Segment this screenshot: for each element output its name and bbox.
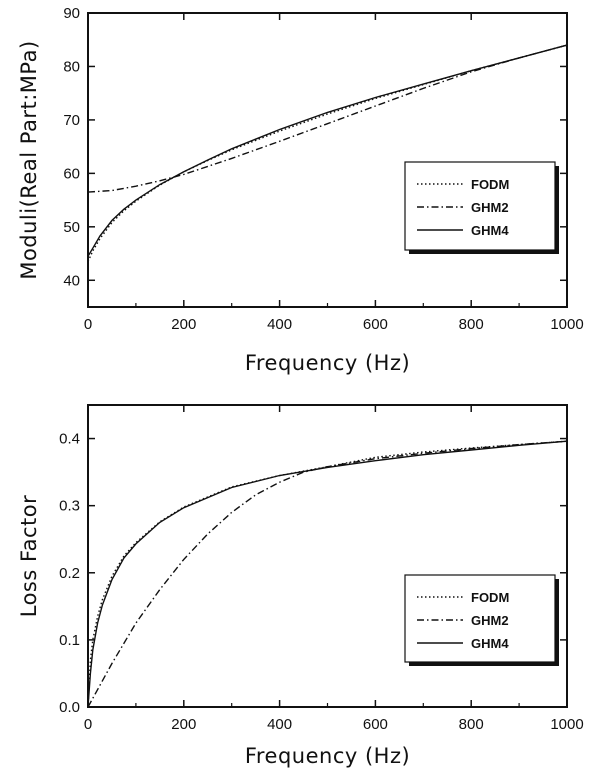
legend-label-ghm2: GHM2	[471, 200, 509, 215]
x-axis-title: Frequency (Hz)	[245, 744, 410, 768]
y-tick-label: 80	[63, 58, 80, 75]
series-group	[87, 44, 568, 262]
x-axis-title: Frequency (Hz)	[245, 351, 410, 375]
legend-label-ghm2: GHM2	[471, 613, 509, 628]
series-group	[87, 440, 568, 708]
y-axis-title: Moduli(Real Part:MPa)	[17, 40, 41, 279]
y-tick-label: 0.2	[59, 565, 80, 582]
plot-frame	[87, 12, 568, 308]
x-tick-label: 0	[84, 716, 92, 733]
y-tick-label: 0.3	[59, 498, 80, 515]
x-tick-label: 400	[267, 716, 292, 733]
legend-label-ghm4: GHM4	[471, 636, 509, 651]
series-line-ghm4	[87, 44, 568, 257]
y-tick-label: 40	[63, 272, 80, 289]
x-tick-label: 600	[363, 316, 388, 333]
legend: FODM GHM2 GHM4	[404, 574, 559, 666]
y-tick-label: 0.4	[59, 431, 80, 448]
modulus-chart: 0 200 400 600 800 1000 40 50 60 70 80 90 Frequency…	[17, 5, 584, 375]
series-line-ghm2	[87, 44, 568, 193]
y-tick-label: 50	[63, 219, 80, 236]
y-tick-label: 70	[63, 112, 80, 129]
x-tick-label: 400	[267, 316, 292, 333]
y-tick-label: 0.1	[59, 632, 80, 649]
x-axis: 0 200 400 600 800 1000	[84, 405, 584, 733]
legend-label-fodm: FODM	[471, 590, 509, 605]
x-tick-label: 600	[363, 716, 388, 733]
x-tick-label: 1000	[550, 316, 583, 333]
series-line-ghm2	[87, 440, 568, 708]
x-tick-label: 1000	[550, 716, 583, 733]
legend-box	[404, 574, 556, 663]
legend: FODM GHM2 GHM4	[404, 161, 559, 254]
series-line-fodm	[87, 440, 568, 708]
x-tick-label: 200	[171, 316, 196, 333]
y-tick-label: 90	[63, 5, 80, 22]
x-tick-label: 200	[171, 716, 196, 733]
x-tick-label: 0	[84, 316, 92, 333]
x-tick-label: 800	[459, 716, 484, 733]
legend-label-fodm: FODM	[471, 177, 509, 192]
legend-box	[404, 161, 556, 251]
loss-factor-chart: 0 200 400 600 800 1000 0.0 0.1 0.2 0.3 0.4 Freque…	[17, 404, 584, 768]
y-axis: 40 50 60 70 80 90	[63, 5, 567, 289]
x-axis: 0 200 400 600 800 1000	[84, 13, 584, 333]
series-line-ghm4	[87, 440, 568, 708]
y-axis: 0.0 0.1 0.2 0.3 0.4	[59, 431, 567, 716]
y-axis-title: Loss Factor	[17, 495, 41, 618]
legend-label-ghm4: GHM4	[471, 223, 509, 238]
y-tick-label: 60	[63, 165, 80, 182]
y-tick-label: 0.0	[59, 699, 80, 716]
x-tick-label: 800	[459, 316, 484, 333]
